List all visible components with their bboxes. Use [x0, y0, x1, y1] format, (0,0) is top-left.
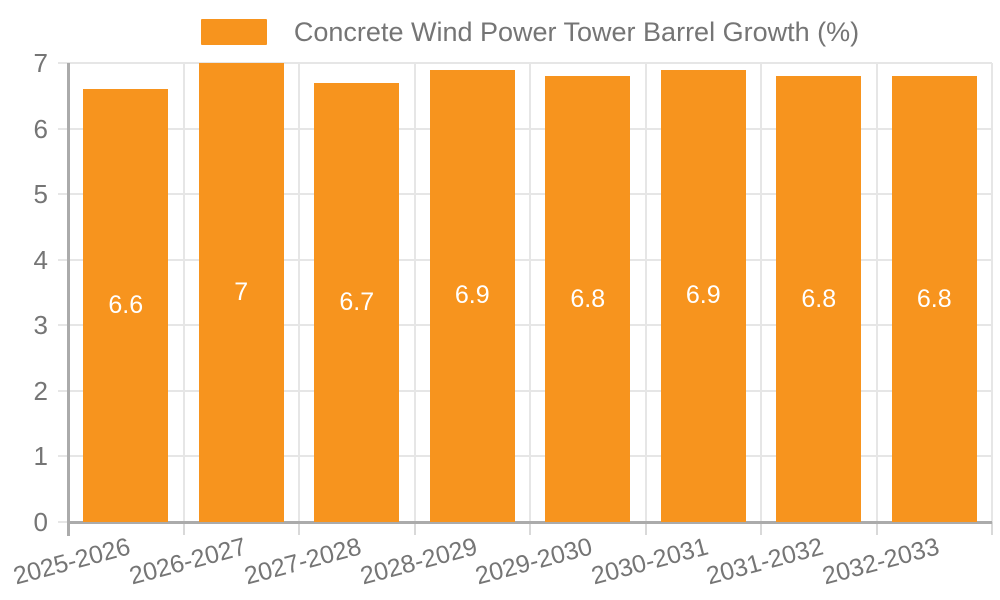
x-tick-label: 2031-2032	[703, 532, 827, 591]
y-axis-line	[66, 63, 70, 536]
x-tick-label: 2026-2027	[126, 532, 249, 591]
y-tick-label: 3	[33, 310, 48, 341]
v-gridline	[760, 63, 762, 522]
bar[interactable]: 6.6	[83, 89, 169, 522]
bar[interactable]: 6.9	[660, 69, 746, 522]
x-axis-tick	[182, 522, 185, 535]
x-tick-label: 2029-2030	[472, 532, 596, 591]
bar[interactable]: 6.7	[314, 82, 400, 522]
y-tick-label: 2	[33, 375, 48, 406]
h-gridline	[58, 258, 992, 261]
legend-item[interactable]: Concrete Wind Power Tower Barrel Growth …	[68, 13, 992, 51]
v-gridline	[298, 63, 300, 522]
v-gridline	[875, 63, 878, 522]
h-gridline	[58, 324, 992, 327]
y-tick-label: 6	[33, 113, 48, 144]
x-tick-label: 2027-2028	[241, 532, 365, 591]
h-gridline	[58, 127, 992, 130]
x-axis-tick	[298, 522, 300, 535]
bar-value-label: 6.9	[685, 281, 721, 310]
v-gridline	[182, 63, 185, 522]
x-axis-tick	[413, 522, 416, 535]
x-tick-label: 2025-2026	[10, 532, 134, 591]
bar[interactable]: 6.8	[891, 76, 977, 522]
bar-value-label: 6.9	[454, 281, 490, 310]
x-axis-line	[68, 520, 992, 524]
v-gridline	[991, 63, 993, 522]
x-axis-tick	[991, 522, 993, 535]
y-tick-label: 1	[33, 441, 48, 472]
h-gridline	[58, 193, 992, 196]
x-axis-tick	[875, 522, 878, 535]
y-tick-label: 0	[33, 507, 48, 537]
y-tick-label: 7	[33, 48, 48, 78]
legend-label: Concrete Wind Power Tower Barrel Growth …	[293, 17, 860, 47]
y-axis-tick	[58, 521, 68, 523]
x-tick-label: 2028-2029	[357, 532, 480, 591]
y-tick-label: 5	[33, 179, 48, 210]
bar-value-label: 6.8	[801, 284, 837, 313]
h-gridline	[58, 455, 992, 458]
y-tick-label: 4	[33, 244, 48, 275]
v-gridline	[413, 63, 416, 522]
bar-value-label: 7	[234, 278, 249, 306]
x-axis-tick	[644, 522, 647, 535]
x-tick-label: 2030-2031	[588, 532, 711, 591]
x-tick-label: 2032-2033	[819, 532, 942, 591]
x-axis-tick	[760, 522, 762, 535]
h-gridline	[58, 389, 992, 392]
bar-value-label: 6.6	[108, 291, 144, 320]
v-gridline	[644, 63, 647, 522]
bar[interactable]: 7	[198, 63, 284, 522]
bar[interactable]: 6.8	[776, 76, 862, 522]
legend-swatch	[200, 19, 267, 45]
v-gridline	[529, 63, 531, 522]
h-gridline	[58, 62, 992, 64]
bar[interactable]: 6.9	[429, 69, 515, 522]
x-axis-tick	[529, 522, 531, 535]
bar[interactable]: 6.8	[545, 76, 631, 522]
bar-value-label: 6.7	[339, 287, 375, 316]
bar-value-label: 6.8	[570, 284, 606, 313]
bar-value-label: 6.8	[916, 284, 952, 313]
